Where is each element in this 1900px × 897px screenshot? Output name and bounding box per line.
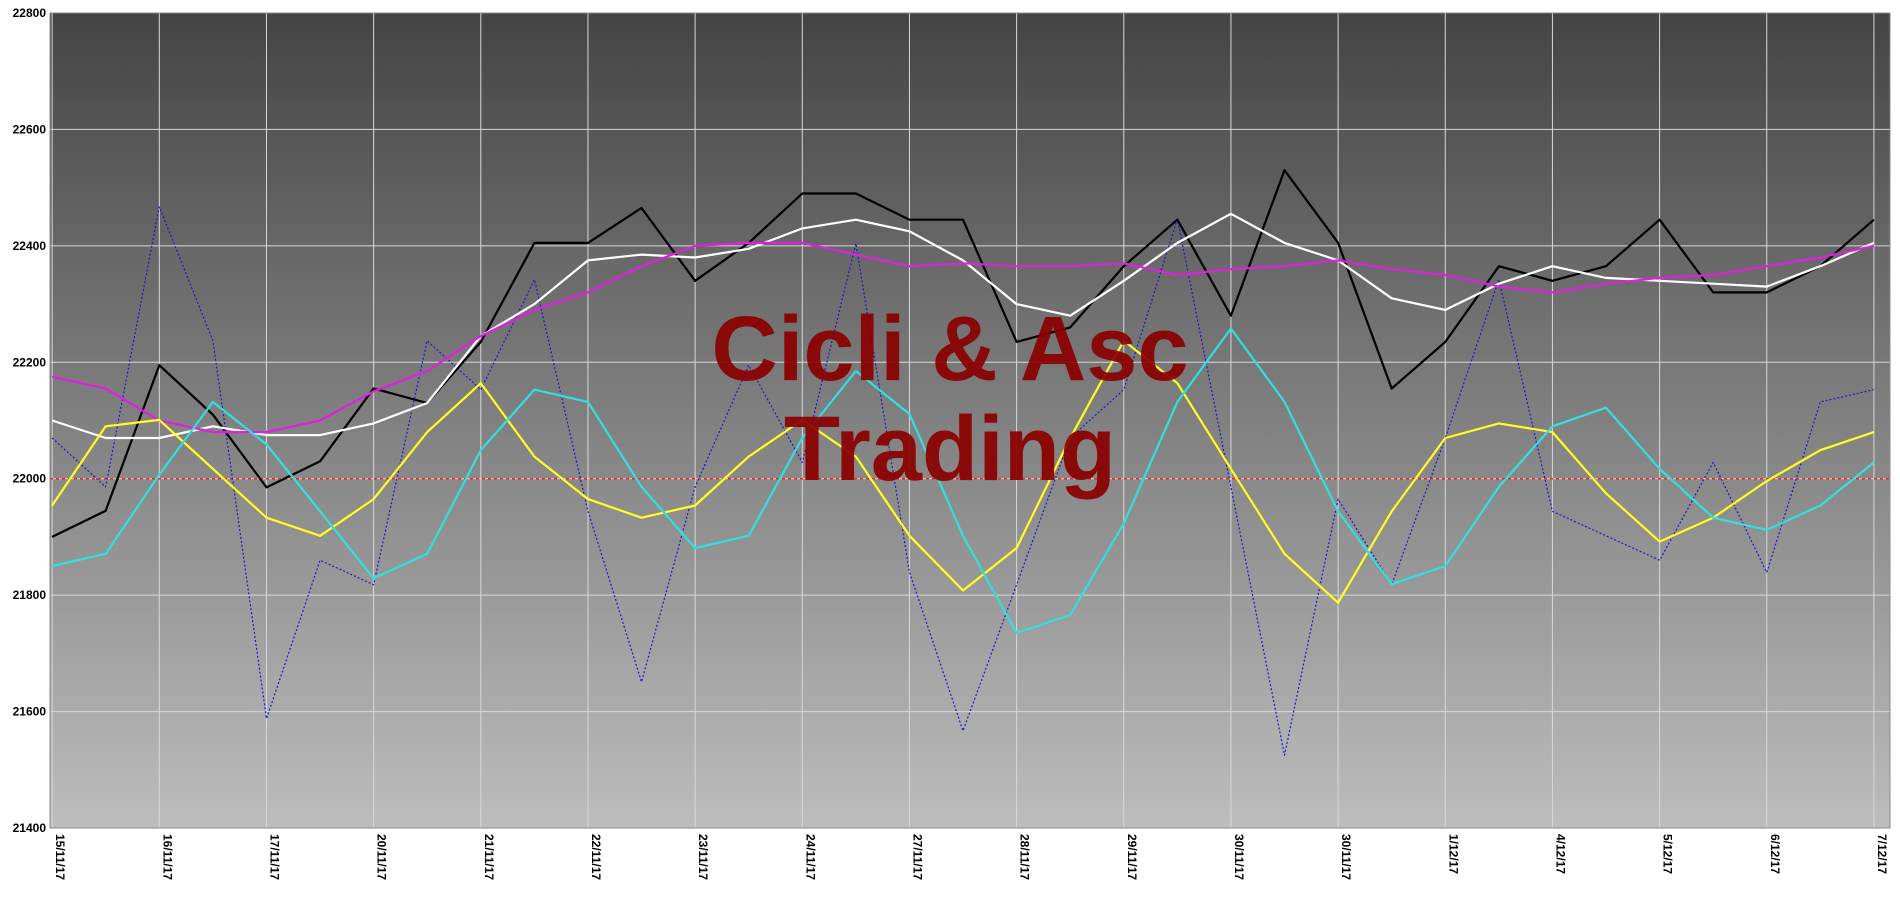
x-tick-label: 15/11/17	[53, 834, 67, 880]
series-line	[51, 241, 1875, 434]
x-tick-label: 17/11/17	[267, 834, 281, 880]
watermark-text: Cicli & Asc	[711, 298, 1188, 400]
x-tick-label: 5/12/17	[1661, 834, 1675, 874]
x-tick-label: 30/11/17	[1339, 834, 1353, 880]
y-tick-label: 22200	[13, 355, 47, 369]
y-tick-label: 21800	[13, 588, 47, 602]
y-tick-label: 21400	[13, 821, 47, 835]
x-tick-label: 6/12/17	[1768, 834, 1782, 874]
y-tick-label: 22600	[13, 122, 47, 136]
series-line	[51, 206, 1875, 756]
x-tick-label: 29/11/17	[1125, 834, 1139, 880]
series-line	[51, 339, 1875, 604]
x-tick-label: 27/11/17	[910, 834, 924, 880]
watermark-text: Trading	[784, 398, 1116, 500]
y-tick-label: 22400	[13, 239, 47, 253]
x-tick-label: 22/11/17	[589, 834, 603, 880]
x-tick-label: 24/11/17	[803, 834, 817, 880]
series-line	[51, 212, 1875, 440]
x-tick-label: 1/12/17	[1446, 834, 1460, 874]
x-tick-label: 21/11/17	[482, 834, 496, 880]
y-tick-label: 21600	[13, 705, 47, 719]
x-tick-label: 7/12/17	[1875, 834, 1889, 874]
plot-frame	[49, 12, 1891, 829]
series-line	[51, 169, 1875, 538]
x-tick-label: 28/11/17	[1018, 834, 1032, 880]
x-tick-label: 4/12/17	[1553, 834, 1567, 874]
x-tick-label: 23/11/17	[696, 834, 710, 880]
y-tick-label: 22000	[13, 472, 47, 486]
series-line	[51, 327, 1875, 635]
x-tick-label: 20/11/17	[375, 834, 389, 880]
x-tick-label: 30/11/17	[1232, 834, 1246, 880]
plot-area	[49, 12, 1891, 829]
y-tick-label: 22800	[13, 6, 47, 20]
x-tick-label: 16/11/17	[160, 834, 174, 880]
